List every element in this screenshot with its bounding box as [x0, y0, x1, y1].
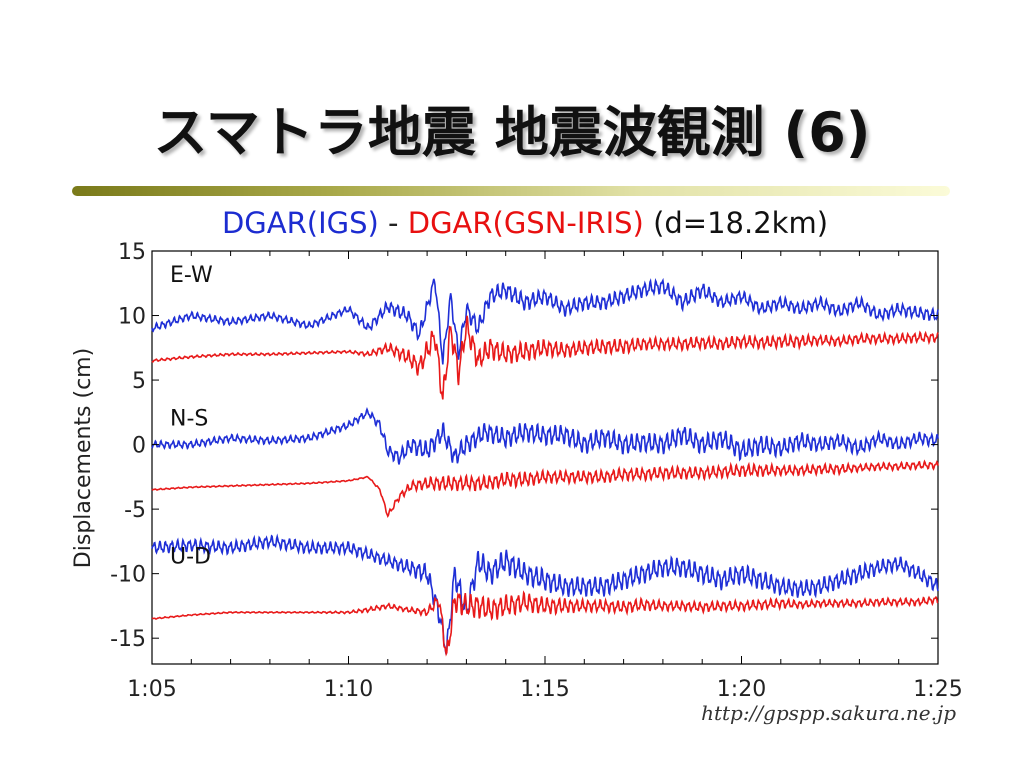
x-tick-label: 1:25 [913, 677, 962, 702]
title-divider [72, 186, 950, 196]
trace-n-s-gsn-iris [151, 459, 939, 519]
x-tick-label: 1:20 [717, 677, 766, 702]
trace-e-w-igs [151, 277, 939, 365]
panel-label-n-s: N-S [170, 406, 208, 431]
subtitle-distance: (d=18.2km) [643, 206, 829, 240]
y-axis-label: Displacements (cm) [71, 348, 96, 568]
panel-labels: E-W N-S U-D [170, 263, 213, 569]
y-tick-label: 15 [118, 240, 146, 265]
slide-title: スマトラ地震 地震波観測 (6) [153, 101, 871, 164]
y-tick-label: 10 [118, 305, 146, 330]
trace-n-s-igs [151, 406, 939, 465]
traces-layer [151, 277, 939, 657]
y-tick-label: -5 [124, 498, 146, 523]
chart-subtitle: DGAR(IGS) - DGAR(GSN-IRIS) (d=18.2km) [0, 205, 1024, 241]
axis-layer: 15 10 5 0 -5 -10 -15 1:05 1:10 1:15 1:20 1:25 [110, 240, 963, 702]
subtitle-gsn-iris: DGAR(GSN-IRIS) [407, 206, 644, 240]
y-tick-label: 0 [132, 434, 146, 459]
plot-frame [151, 250, 939, 665]
y-tick-label: -15 [110, 627, 146, 652]
x-tick-label: 1:05 [127, 677, 176, 702]
x-tick-label: 1:10 [324, 677, 373, 702]
subtitle-igs: DGAR(IGS) [221, 206, 379, 240]
source-credit: http://gpspp.sakura.ne.jp [701, 701, 956, 725]
trace-u-d-gsn-iris [151, 590, 939, 657]
y-tick-label: -10 [110, 563, 146, 588]
trace-e-w-gsn-iris [151, 315, 939, 400]
x-tick-label: 1:15 [520, 677, 569, 702]
panel-label-u-d: U-D [170, 545, 211, 570]
subtitle-separator: - [378, 206, 408, 240]
panel-label-e-w: E-W [170, 263, 213, 288]
trace-u-d-igs [151, 533, 939, 655]
y-tick-label: 5 [132, 369, 146, 394]
